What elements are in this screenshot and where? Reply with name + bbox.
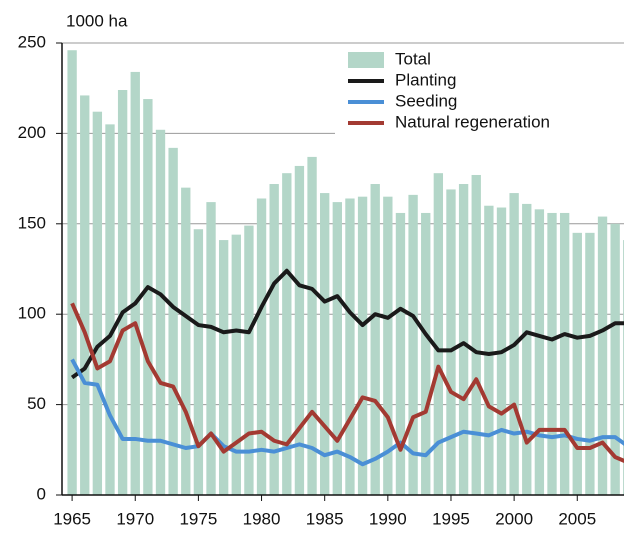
- bar: [471, 174, 481, 495]
- bar: [231, 234, 241, 495]
- bar: [282, 173, 292, 495]
- bar: [320, 193, 330, 495]
- bar: [484, 205, 494, 495]
- bar: [395, 212, 406, 495]
- bar: [80, 95, 90, 495]
- legend-swatch: [348, 52, 384, 68]
- bar: [345, 198, 355, 495]
- bar: [559, 212, 570, 495]
- x-tick-label: 1980: [243, 509, 281, 528]
- x-tick-label: 1995: [432, 509, 470, 528]
- x-tick-label: 2005: [558, 509, 596, 528]
- lines: [70, 268, 624, 467]
- bar: [421, 212, 431, 495]
- axis-unit: 1000 ha: [66, 11, 128, 30]
- bar: [193, 229, 204, 495]
- y-tick-label: 250: [18, 32, 46, 51]
- bar: [307, 156, 317, 496]
- bar: [181, 187, 191, 495]
- bar: [585, 232, 595, 495]
- legend: Total Planting Seeding Natural regeneration: [335, 48, 624, 140]
- legend-label: Total: [395, 49, 431, 68]
- y-tick-label: 50: [27, 394, 46, 413]
- bar: [256, 198, 267, 495]
- bar: [370, 184, 380, 496]
- y-tick-label: 200: [18, 123, 46, 142]
- y-tick-label: 100: [18, 304, 46, 323]
- legend-label: Natural regeneration: [395, 112, 550, 131]
- x-tick-label: 1985: [306, 509, 344, 528]
- bar: [547, 212, 557, 495]
- bar: [446, 189, 456, 495]
- axes: 0 50 100 150 200 250 1965 1970 1975 1980 1985 1990 1…: [18, 32, 624, 528]
- bar: [433, 173, 444, 495]
- bar: [105, 124, 115, 496]
- bar: [383, 196, 393, 495]
- bar: [206, 202, 216, 495]
- legend-label: Planting: [395, 70, 456, 89]
- x-tick-label: 1965: [53, 509, 91, 528]
- bar: [458, 184, 469, 496]
- bar: [610, 223, 620, 496]
- line: [70, 268, 624, 380]
- x-tick-label: 1990: [369, 509, 407, 528]
- bar: [130, 71, 140, 495]
- bar: [408, 194, 418, 495]
- bar: [269, 184, 279, 496]
- y-tick-label: 0: [37, 484, 46, 503]
- bar: [67, 50, 77, 496]
- bar: [357, 196, 368, 495]
- bar: [117, 90, 128, 496]
- bar: [155, 129, 166, 495]
- bar: [143, 99, 153, 495]
- x-tick-label: 1970: [116, 509, 154, 528]
- bar: [92, 111, 103, 495]
- bar: [294, 165, 305, 495]
- bar: [218, 240, 229, 495]
- bar: [534, 209, 545, 495]
- y-tick-label: 150: [18, 213, 46, 232]
- legend-label: Seeding: [395, 91, 457, 110]
- bar: [597, 216, 608, 495]
- bar: [244, 225, 254, 495]
- bar: [572, 232, 582, 495]
- x-tick-label: 1975: [179, 509, 217, 528]
- bar: [168, 147, 178, 495]
- bar: [332, 202, 342, 495]
- x-tick-label: 2000: [495, 509, 533, 528]
- line: [70, 302, 624, 464]
- bar: [522, 203, 532, 496]
